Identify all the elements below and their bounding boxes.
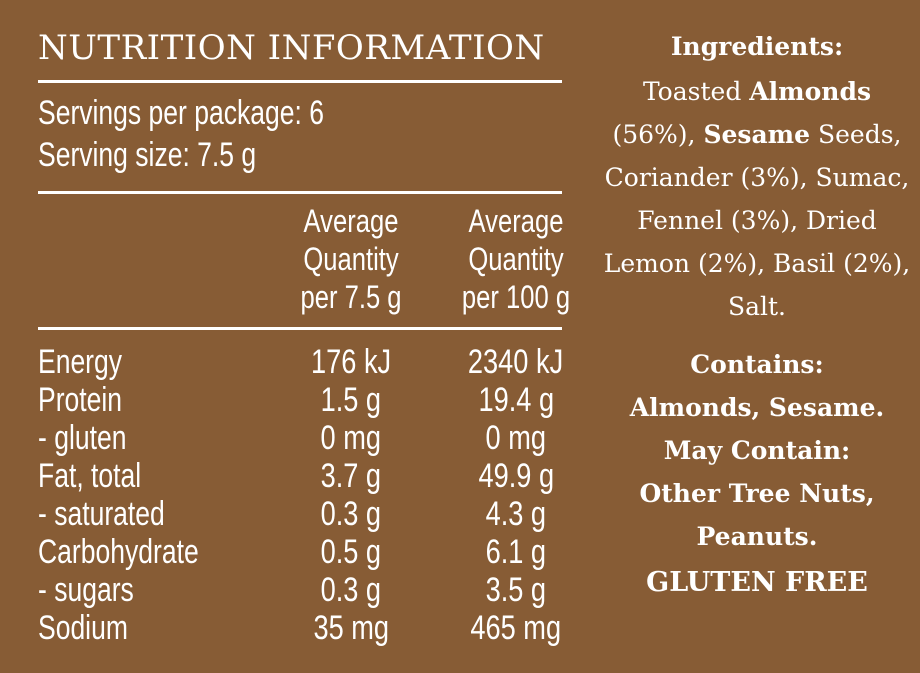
divider-servings: [38, 191, 562, 194]
row-value-per-100g: 2340 kJ: [468, 343, 564, 381]
col-header-line: Average: [468, 203, 564, 239]
divider-header: [38, 327, 562, 330]
ingredient-part: Toasted: [642, 77, 750, 106]
table-row: - saturated 0.3 g 4.3 g: [38, 495, 564, 533]
row-label: - gluten: [38, 419, 127, 457]
row-value-per-serving: 0.5 g: [320, 533, 382, 571]
row-value-per-serving: 3.7 g: [320, 457, 382, 495]
col-header-line: per 7.5 g: [300, 279, 402, 315]
row-label: - saturated: [38, 495, 165, 533]
ingredient-part: (56%),: [612, 120, 704, 149]
contains-text: Almonds, Sesame.: [629, 393, 885, 422]
ingredient-part-bold: Sesame: [703, 120, 811, 149]
table-row: Energy 176 kJ 2340 kJ: [38, 343, 564, 381]
table-row: - sugars 0.3 g 3.5 g: [38, 571, 564, 609]
col-header-per-100g: Average Quantity per 100 g: [431, 202, 601, 316]
row-label: Sodium: [38, 609, 128, 647]
row-value-per-serving: 0 mg: [320, 419, 382, 457]
ingredient-part: Seeds, Coriander (3%), Sumac, Fennel (3%…: [603, 120, 911, 321]
table-row: Carbohydrate 0.5 g 6.1 g: [38, 533, 564, 571]
serving-size: Serving size: 7.5 g: [38, 136, 257, 174]
ingredient-part-bold: Almonds: [749, 77, 872, 106]
row-label: Carbohydrate: [38, 533, 199, 571]
ingredients-text: Toasted Almonds (56%), Sesame Seeds, Cor…: [598, 70, 916, 328]
row-value-per-serving: 0.3 g: [320, 571, 382, 609]
row-value-per-100g: 4.3 g: [485, 495, 547, 533]
ingredients-title: Ingredients:: [670, 32, 844, 61]
row-label: Fat, total: [38, 457, 142, 495]
row-value-per-serving: 176 kJ: [310, 343, 392, 381]
row-value-per-serving: 35 mg: [313, 609, 389, 647]
row-value-per-100g: 19.4 g: [478, 381, 554, 419]
table-row: Fat, total 3.7 g 49.9 g: [38, 457, 564, 495]
col-header-line: Quantity: [468, 241, 564, 277]
col-header-line: Average: [303, 203, 399, 239]
row-value-per-serving: 1.5 g: [320, 381, 382, 419]
may-contain-title: May Contain:: [663, 436, 851, 465]
gluten-free-badge: GLUTEN FREE: [646, 567, 868, 598]
contains-title: Contains:: [690, 350, 824, 379]
row-label: - sugars: [38, 571, 134, 609]
col-header-line: Quantity: [303, 241, 399, 277]
row-value-per-serving: 0.3 g: [320, 495, 382, 533]
row-value-per-100g: 0 mg: [485, 419, 547, 457]
table-row: Protein 1.5 g 19.4 g: [38, 381, 564, 419]
may-contain-text: Other Tree Nuts, Peanuts.: [639, 479, 875, 551]
row-value-per-100g: 49.9 g: [478, 457, 554, 495]
divider-top: [38, 80, 562, 83]
table-row: - gluten 0 mg 0 mg: [38, 419, 564, 457]
row-label: Energy: [38, 343, 123, 381]
row-value-per-100g: 3.5 g: [485, 571, 547, 609]
servings-per-package: Servings per package: 6: [38, 94, 325, 132]
col-header-per-serving: Average Quantity per 7.5 g: [266, 202, 436, 316]
panel-title: NUTRITION INFORMATION: [38, 28, 545, 68]
row-value-per-100g: 6.1 g: [485, 533, 547, 571]
row-value-per-100g: 465 mg: [470, 609, 562, 647]
table-row: Sodium 35 mg 465 mg: [38, 609, 564, 647]
col-header-line: per 100 g: [461, 279, 571, 315]
row-label: Protein: [38, 381, 123, 419]
allergen-statement: Contains: Almonds, Sesame. May Contain: …: [598, 343, 916, 558]
